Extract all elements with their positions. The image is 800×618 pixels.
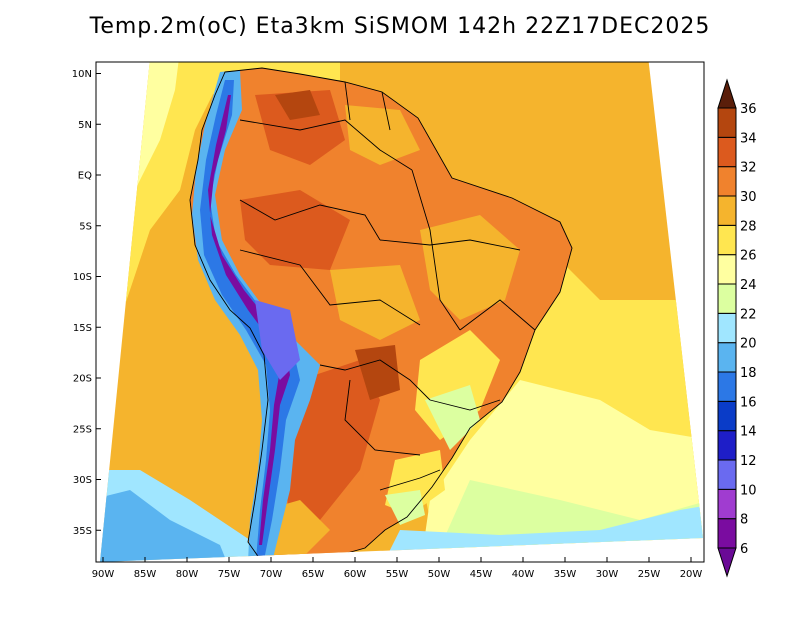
colorbar-segment: [717, 166, 737, 197]
mild-patch-guiana: [345, 105, 420, 165]
colorbar-label: 28: [740, 219, 757, 234]
lat-tick-label: 10S: [73, 272, 92, 283]
hot-patch-pantanal: [355, 345, 400, 400]
lon-tick-label: 40W: [512, 569, 535, 580]
lat-tick-label: 20S: [73, 374, 92, 385]
lon-tick-label: 35W: [554, 569, 577, 580]
altiplano-cold: [255, 300, 300, 380]
colorbar-label: 22: [740, 307, 757, 322]
map-frame: [95, 61, 705, 563]
lon-tick-label: 65W: [302, 569, 325, 580]
colorbar-segment: [717, 136, 737, 168]
colorbar-segment: [717, 254, 737, 285]
colorbar-label: 36: [740, 102, 757, 117]
lon-tick-label: 20W: [680, 569, 703, 580]
lon-tick-label: 55W: [386, 569, 409, 580]
colorbar-label: 14: [740, 425, 757, 440]
map-title: Temp.2m(oC) Eta3km SiSMOM 142h 22Z17DEC2…: [89, 14, 711, 39]
colorbar-segment: [717, 283, 737, 314]
country-borders: [189, 67, 573, 562]
colorbar-segment: [717, 430, 737, 461]
colorbar-label: 24: [740, 278, 757, 293]
colorbar-label: 6: [740, 542, 748, 557]
lat-tick-label: 10N: [72, 69, 92, 80]
hot-patch-north: [255, 90, 345, 165]
lon-tick-label: 30W: [596, 569, 619, 580]
colorbar-label: 26: [740, 249, 757, 264]
colorbar-segment: [717, 459, 737, 490]
colorbar-label: 34: [740, 131, 757, 146]
colorbar-label: 16: [740, 395, 757, 410]
hot-patch-amazon: [240, 190, 350, 270]
lon-tick-label: 70W: [260, 569, 283, 580]
colorbar-label: 30: [740, 190, 757, 205]
colorbar-segment: [717, 195, 737, 226]
colorbar-segment: [717, 518, 737, 549]
lon-tick-label: 75W: [218, 569, 241, 580]
colorbar-label: 18: [740, 366, 757, 381]
colorbar-segment: [717, 224, 737, 256]
lon-tick-label: 85W: [134, 569, 157, 580]
colorbar-segment: [717, 371, 737, 402]
lat-tick-label: 30S: [73, 475, 92, 486]
lat-tick-label: 25S: [73, 424, 92, 435]
cold-patch-uruguay: [385, 490, 425, 525]
mild-patch-east: [420, 215, 520, 320]
lat-tick-label: 5S: [79, 221, 92, 232]
colorbar-over-triangle: [717, 78, 737, 109]
lon-tick-label: 25W: [638, 569, 661, 580]
mild-patch-central: [330, 265, 420, 340]
temperature-map: [100, 62, 703, 562]
colorbar-label: 12: [740, 454, 757, 469]
lat-tick-label: 35S: [73, 526, 92, 537]
lon-tick-label: 60W: [344, 569, 367, 580]
lat-tick-label: 5N: [78, 120, 92, 131]
longitude-axis: 90W 85W 80W 75W 70W 65W 60W 55W 50W 45W 40W 35W 30W 2…: [92, 557, 703, 580]
colorbar-segment: [717, 342, 737, 373]
lon-tick-label: 90W: [92, 569, 115, 580]
colorbar-label: 32: [740, 161, 757, 176]
south-pacific-colder: [100, 490, 230, 562]
colorbar-segment: [717, 107, 737, 138]
lon-tick-label: 45W: [470, 569, 493, 580]
colorbar-segment: [717, 400, 737, 432]
lat-tick-label: 15S: [73, 323, 92, 334]
latitude-axis: 10N 5N EQ 5S 10S 15S 20S 25S 30S 35S: [72, 69, 101, 537]
pacific-green-field: [100, 110, 140, 210]
lon-tick-label: 50W: [428, 569, 451, 580]
colorbar-under-triangle: [717, 547, 737, 578]
hot-patch-venezuela: [275, 90, 320, 120]
lon-tick-label: 80W: [176, 569, 199, 580]
colorbar-segment: [717, 312, 737, 344]
lat-tick-label: EQ: [78, 171, 92, 182]
colorbar-label: 20: [740, 337, 757, 352]
colorbar-segment: [717, 488, 737, 520]
colorbar-label: 10: [740, 483, 757, 498]
colorbar-label: 8: [740, 513, 748, 528]
colorbar: 6 8 10 12 14 16 18 20 22 24 26 28 30 32 34 36: [717, 78, 757, 578]
